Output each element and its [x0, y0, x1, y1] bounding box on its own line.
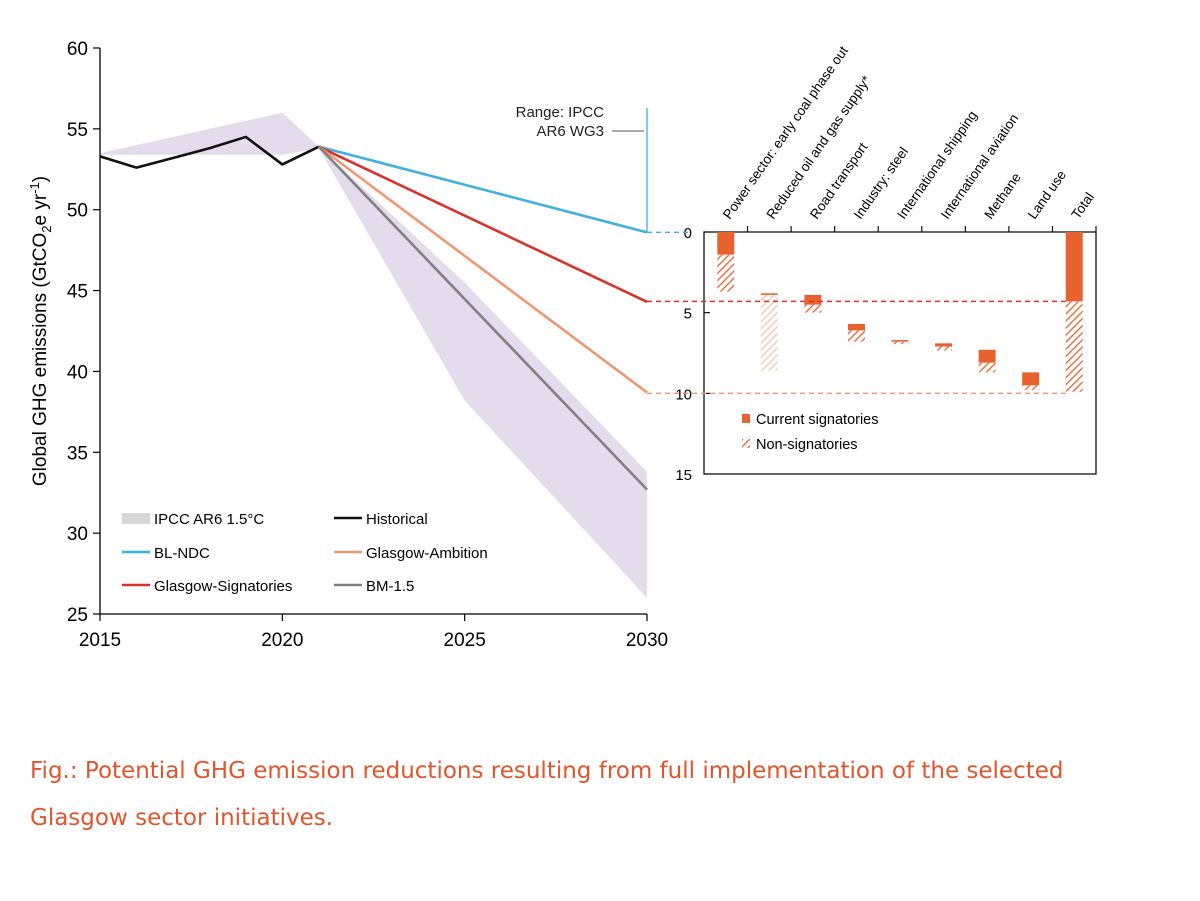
- y-tick-label: 60: [67, 39, 88, 60]
- waterfall-y-tick-label: 0: [684, 225, 692, 242]
- ipcc-band-area: [100, 112, 647, 598]
- x-tick-label: 2030: [626, 630, 668, 651]
- bar-current-signatories: [717, 232, 735, 255]
- bar-non-signatories: [847, 330, 865, 342]
- bar-current-signatories: [760, 293, 778, 295]
- bar-non-signatories: [760, 294, 778, 371]
- legend-label-non-signatories: Non-signatories: [756, 437, 858, 453]
- x-tick-label: 2015: [79, 630, 121, 651]
- waterfall-y-tick-label: 10: [675, 386, 692, 403]
- y-tick-label: 45: [67, 282, 88, 303]
- bar-current-signatories: [804, 294, 822, 305]
- bar-non-signatories: [1022, 385, 1040, 391]
- waterfall-category-label: Total: [1068, 190, 1097, 222]
- y-tick-label: 40: [67, 362, 88, 383]
- waterfall-category-label: Methane: [981, 170, 1023, 222]
- bar-current-signatories: [1022, 372, 1040, 386]
- y-tick-label: 35: [67, 443, 88, 464]
- emissions-figure: 25 30 35 40 45 50 55 60 2015 2020 2025 2030 Global G…: [27, 39, 1097, 651]
- legend-swatch-non-signatories: [742, 439, 750, 448]
- legend-label: Glasgow-Ambition: [366, 545, 488, 562]
- y-axis-label-part: -1: [27, 182, 42, 194]
- bar-non-signatories: [804, 304, 822, 313]
- y-axis-label-part: e yr: [30, 193, 51, 225]
- waterfall-frame: [703, 231, 1097, 475]
- bar-current-signatories: [978, 349, 996, 363]
- legend-label: Glasgow-Signatories: [154, 578, 292, 595]
- figure-caption: Fig.: Potential GHG emission reductions …: [30, 758, 1064, 831]
- waterfall-category-label: International aviation: [938, 111, 1022, 222]
- waterfall-category-label: Land use: [1025, 168, 1069, 222]
- range-annotation-line-2: AR6 WG3: [536, 123, 604, 140]
- bar-non-signatories: [935, 346, 953, 351]
- y-tick-label: 25: [67, 605, 88, 626]
- y-axis-label-part: 2: [39, 225, 54, 232]
- waterfall-y-tick-label: 15: [675, 467, 692, 484]
- y-tick-label: 30: [67, 524, 88, 545]
- range-annotation-line-1: Range: IPCC: [516, 104, 605, 121]
- legend-label: BL-NDC: [154, 545, 210, 562]
- bar-non-signatories: [978, 362, 996, 373]
- legend-label: Historical: [366, 511, 428, 528]
- x-tick-label: 2025: [444, 630, 486, 651]
- bar-non-signatories: [1065, 301, 1083, 392]
- y-tick-label: 55: [67, 120, 88, 141]
- y-tick-label: 50: [67, 201, 88, 222]
- waterfall-category-label: International shipping: [894, 108, 980, 222]
- legend-label: IPCC AR6 1.5°C: [154, 511, 264, 528]
- bar-non-signatories: [717, 254, 735, 292]
- y-axis-label-part: ): [30, 176, 51, 182]
- y-axis-label-part: Global GHG emissions (GtCO: [30, 233, 51, 486]
- waterfall-y-tick-label: 5: [684, 306, 692, 323]
- legend-swatch-current-signatories: [742, 414, 750, 423]
- legend-label-current-signatories: Current signatories: [756, 412, 879, 428]
- series-line-glasgow-signatories: [318, 145, 648, 304]
- series-line-glasgow-ambition: [318, 145, 648, 394]
- bar-current-signatories: [935, 343, 953, 347]
- legend-label: BM-1.5: [366, 578, 414, 595]
- x-tick-label: 2020: [261, 630, 303, 651]
- bar-non-signatories: [891, 341, 909, 345]
- series-line-historical: [99, 135, 320, 169]
- y-axis-label: Global GHG emissions (GtCO2e yr-1): [27, 176, 54, 486]
- series-line-bm-1-5: [317, 145, 648, 491]
- bar-current-signatories: [891, 340, 909, 342]
- bar-current-signatories: [1065, 232, 1083, 302]
- series-line-bl-ndc: [318, 145, 648, 234]
- bar-current-signatories: [847, 323, 865, 331]
- legend-swatch-ipcc-band: [122, 513, 150, 524]
